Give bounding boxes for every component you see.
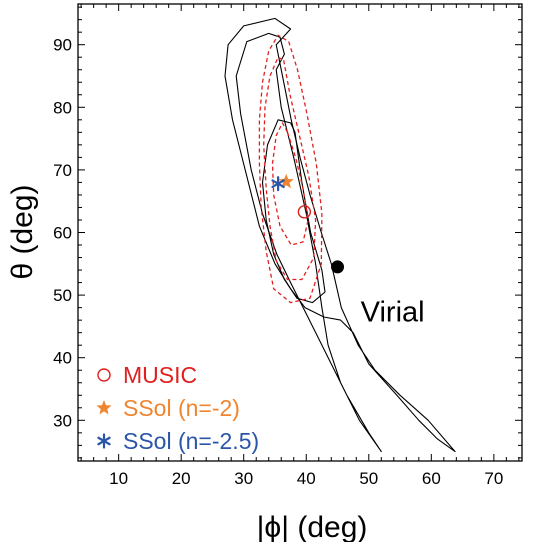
y-tick-label: 60: [53, 224, 72, 243]
legend-ssol-n-2-label: SSol (n=-2): [123, 395, 240, 421]
axes-layer: 10 20 30 40 50 60 70 30 40 50 60 70 80 90: [53, 3, 523, 488]
legend-ssol-n-2-5-entry: SSol (n=-2.5): [97, 428, 259, 454]
point-ssol-n-2-5: [271, 176, 285, 192]
annotation-virial: Virial: [361, 296, 425, 328]
x-tick-label: 60: [422, 469, 441, 488]
legend-ssol-n-2-entry: SSol (n=-2): [96, 395, 240, 421]
y-tick-label: 30: [53, 411, 72, 430]
plot-frame: [77, 3, 523, 462]
x-axis-title: |ϕ| (deg): [257, 511, 368, 542]
legend: MUSIC SSol (n=-2) SSol (n=-2.5): [96, 362, 259, 454]
legend-music-marker: [97, 368, 111, 382]
legend-music-entry: MUSIC: [97, 362, 197, 388]
contour-red-5: [271, 122, 309, 246]
x-tick-label: 10: [109, 469, 128, 488]
y-axis-title: θ (deg): [6, 184, 39, 279]
legend-ssol-n-2-5-label: SSol (n=-2.5): [123, 428, 259, 454]
x-tick-label: 20: [172, 469, 191, 488]
legend-ssol-n-2-5-marker: [97, 433, 111, 449]
legend-ssol-n-2-marker: [96, 400, 112, 415]
x-tick-label: 50: [359, 469, 378, 488]
contour-red-3: [258, 34, 323, 304]
point-music: [297, 205, 312, 219]
y-tick-label: 80: [53, 98, 72, 117]
points-layer: [271, 173, 345, 274]
x-tick-label: 70: [484, 469, 503, 488]
x-tick-label: 40: [297, 469, 316, 488]
annotation-layer: Virial: [361, 296, 425, 328]
asterisk-stroke: [97, 436, 111, 446]
asterisk-stroke: [271, 179, 285, 189]
legend-music-label: MUSIC: [123, 362, 197, 388]
y-tick-label: 90: [53, 36, 72, 55]
x-tick-label: 30: [234, 469, 253, 488]
y-tick-label: 70: [53, 161, 72, 180]
contour-layer: [224, 17, 456, 453]
point-virial: [331, 260, 345, 274]
y-tick-label: 50: [53, 286, 72, 305]
contour-black-2: [261, 119, 326, 304]
y-tick-label: 40: [53, 349, 72, 368]
contour-black-1: [224, 17, 456, 453]
contour-black-0: [235, 32, 382, 453]
point-ssol-n-2: [278, 173, 294, 189]
